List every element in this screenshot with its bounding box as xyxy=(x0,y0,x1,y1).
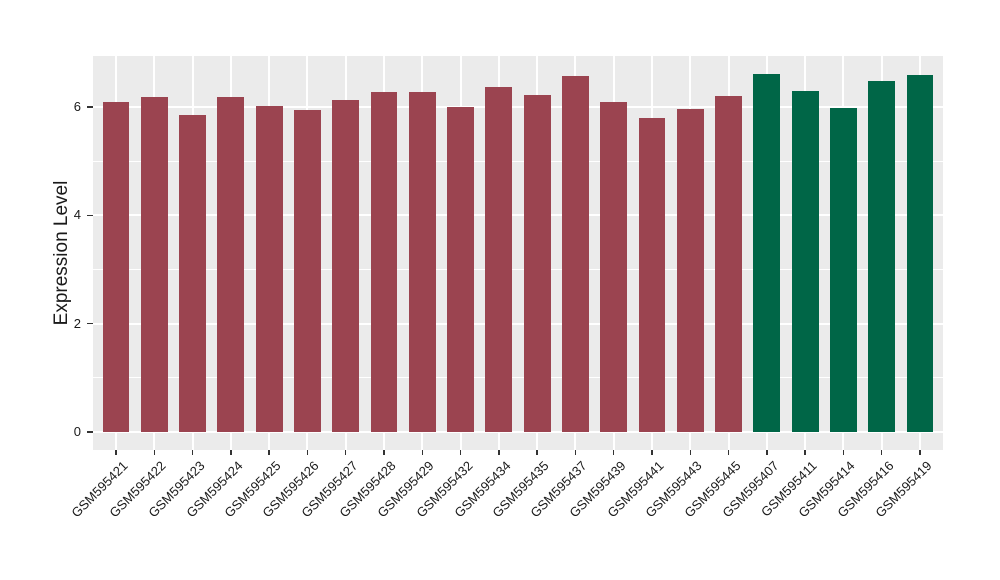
bar-GSM595414 xyxy=(830,108,857,433)
gridline-minor-y1 xyxy=(93,377,943,379)
bar-GSM595421 xyxy=(102,101,130,433)
x-tick-GSM595437 xyxy=(574,450,577,455)
bar-GSM595407 xyxy=(753,74,781,433)
bar-GSM595441 xyxy=(638,117,666,433)
x-tick-GSM595414 xyxy=(842,450,845,455)
x-tick-GSM595429 xyxy=(421,450,424,455)
bar-GSM595424 xyxy=(217,97,245,433)
x-tick-GSM595407 xyxy=(766,450,768,455)
y-tick-2 xyxy=(87,322,93,325)
gridline-major-y0 xyxy=(93,431,943,434)
x-tick-GSM595443 xyxy=(689,450,692,455)
y-tick-label-2: 2 xyxy=(73,315,81,331)
y-axis-title: Expression Level xyxy=(51,180,72,326)
bar-GSM595434 xyxy=(485,87,513,433)
x-tick-GSM595419 xyxy=(919,450,921,455)
x-tick-GSM595424 xyxy=(230,450,232,455)
x-tick-GSM595423 xyxy=(191,450,194,455)
bar-GSM595428 xyxy=(370,91,398,433)
x-tick-GSM595434 xyxy=(498,450,500,455)
y-tick-label-0: 0 xyxy=(73,424,81,440)
bar-GSM595422 xyxy=(140,97,168,433)
bar-GSM595439 xyxy=(600,102,628,433)
x-tick-GSM595428 xyxy=(383,450,385,455)
bar-GSM595425 xyxy=(255,106,283,433)
x-tick-GSM595411 xyxy=(804,450,806,455)
x-tick-GSM595435 xyxy=(536,450,538,455)
y-tick-label-4: 4 xyxy=(73,207,81,223)
bar-GSM595419 xyxy=(906,74,934,433)
gridline-major-y4 xyxy=(93,214,943,217)
x-tick-GSM595432 xyxy=(459,450,462,455)
x-tick-GSM595425 xyxy=(268,450,270,455)
bar-GSM595426 xyxy=(294,110,321,433)
y-tick-0 xyxy=(87,431,93,433)
x-tick-GSM595426 xyxy=(306,450,309,455)
bar-GSM595429 xyxy=(408,91,436,433)
bar-GSM595443 xyxy=(676,108,704,433)
bar-GSM595427 xyxy=(332,100,360,433)
gridline-major-y2 xyxy=(93,322,943,325)
bar-GSM595435 xyxy=(523,95,551,433)
x-tick-GSM595441 xyxy=(651,450,653,455)
bar-GSM595432 xyxy=(447,106,474,433)
gridline-minor-y3 xyxy=(93,269,943,271)
bar-GSM595411 xyxy=(791,91,819,433)
plot-panel xyxy=(93,56,943,450)
gridline-major-y6 xyxy=(93,105,943,108)
x-tick-GSM595427 xyxy=(344,450,347,455)
x-tick-GSM595439 xyxy=(612,450,615,455)
y-tick-4 xyxy=(87,214,93,217)
y-tick-6 xyxy=(87,106,93,108)
bar-GSM595423 xyxy=(179,115,206,433)
x-tick-GSM595422 xyxy=(153,450,155,455)
bar-GSM595445 xyxy=(715,96,742,433)
x-tick-GSM595445 xyxy=(727,450,730,455)
bar-GSM595437 xyxy=(562,75,589,433)
x-tick-GSM595421 xyxy=(115,450,117,455)
x-tick-GSM595416 xyxy=(880,450,883,455)
gridline-minor-y5 xyxy=(93,160,943,162)
bar-GSM595416 xyxy=(868,80,896,433)
y-tick-label-6: 6 xyxy=(73,98,81,114)
